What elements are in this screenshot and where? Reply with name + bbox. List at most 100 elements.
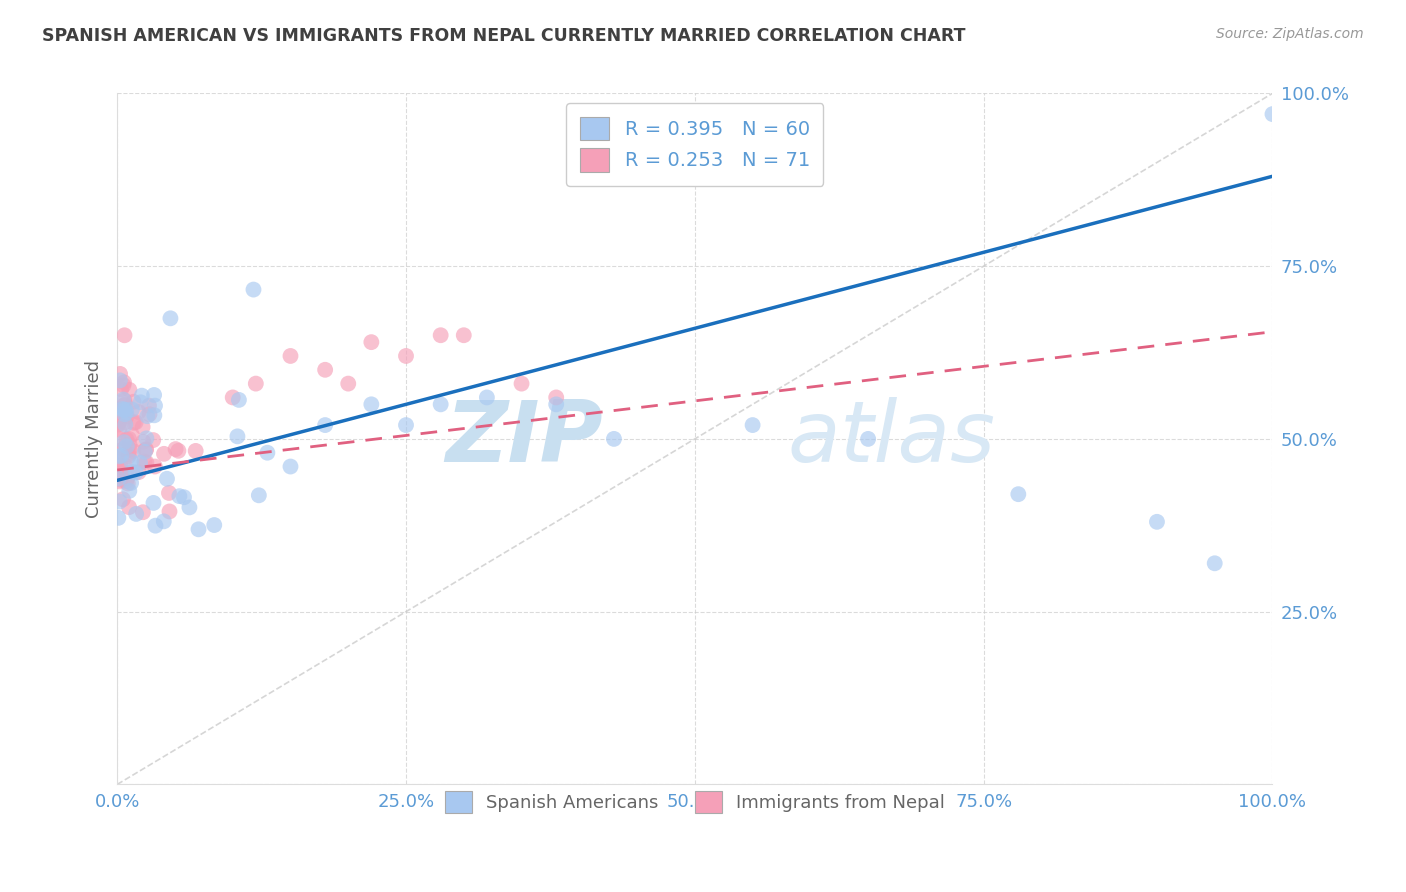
Point	[132, 434, 155, 449]
Point	[245, 376, 267, 391]
Point	[228, 392, 250, 407]
Point	[114, 407, 136, 421]
Point	[112, 403, 135, 417]
Point	[111, 402, 134, 417]
Point	[107, 444, 129, 458]
Point	[115, 433, 138, 447]
Point	[125, 507, 148, 521]
Point	[142, 433, 165, 447]
Point	[121, 428, 143, 442]
Point	[1204, 556, 1226, 570]
Point	[112, 399, 135, 413]
Point	[145, 518, 167, 533]
Point	[108, 367, 131, 381]
Point	[429, 397, 451, 411]
Point	[108, 450, 131, 464]
Point	[184, 444, 207, 458]
Point	[107, 472, 129, 486]
Point	[108, 475, 131, 489]
Point	[157, 486, 180, 500]
Point	[128, 465, 150, 479]
Point	[134, 454, 156, 468]
Point	[453, 328, 475, 343]
Point	[114, 415, 136, 429]
Point	[121, 465, 143, 479]
Point	[360, 397, 382, 411]
Point	[112, 378, 135, 392]
Point	[510, 376, 533, 391]
Point	[280, 459, 302, 474]
Point	[118, 442, 141, 457]
Point	[138, 407, 160, 421]
Point	[114, 328, 136, 343]
Text: atlas: atlas	[787, 398, 995, 481]
Point	[107, 432, 129, 446]
Point	[110, 382, 132, 396]
Point	[112, 435, 135, 450]
Point	[124, 466, 146, 480]
Point	[143, 409, 166, 423]
Point	[135, 455, 157, 469]
Point	[110, 467, 132, 481]
Point	[135, 442, 157, 457]
Point	[107, 417, 129, 432]
Point	[118, 500, 141, 515]
Point	[115, 439, 138, 453]
Point	[110, 473, 132, 487]
Point	[118, 437, 141, 451]
Point	[112, 392, 135, 407]
Point	[741, 418, 763, 433]
Point	[256, 446, 278, 460]
Point	[475, 391, 498, 405]
Point	[247, 488, 270, 502]
Point	[110, 449, 132, 463]
Point	[135, 442, 157, 457]
Point	[143, 399, 166, 413]
Point	[135, 431, 157, 445]
Point	[429, 328, 451, 343]
Point	[107, 402, 129, 417]
Point	[114, 398, 136, 412]
Point	[114, 417, 136, 432]
Point	[222, 391, 245, 405]
Point	[120, 475, 142, 490]
Legend: Spanish Americans, Immigrants from Nepal: Spanish Americans, Immigrants from Nepal	[434, 780, 956, 824]
Point	[159, 311, 181, 326]
Point	[546, 391, 568, 405]
Point	[143, 388, 166, 402]
Point	[314, 363, 336, 377]
Point	[167, 443, 190, 458]
Point	[143, 459, 166, 474]
Point	[131, 389, 153, 403]
Point	[115, 405, 138, 419]
Point	[110, 463, 132, 477]
Point	[108, 423, 131, 437]
Point	[156, 472, 179, 486]
Point	[111, 492, 134, 507]
Point	[115, 409, 138, 424]
Point	[165, 442, 187, 456]
Point	[118, 483, 141, 498]
Point	[117, 470, 139, 484]
Point	[112, 376, 135, 390]
Point	[121, 402, 143, 417]
Point	[179, 500, 201, 515]
Point	[107, 416, 129, 430]
Point	[114, 458, 136, 473]
Point	[129, 395, 152, 409]
Point	[131, 420, 153, 434]
Point	[395, 349, 418, 363]
Point	[159, 504, 181, 518]
Point	[117, 447, 139, 461]
Text: SPANISH AMERICAN VS IMMIGRANTS FROM NEPAL CURRENTLY MARRIED CORRELATION CHART: SPANISH AMERICAN VS IMMIGRANTS FROM NEPA…	[42, 27, 966, 45]
Point	[280, 349, 302, 363]
Point	[856, 432, 879, 446]
Text: Source: ZipAtlas.com: Source: ZipAtlas.com	[1216, 27, 1364, 41]
Point	[118, 383, 141, 397]
Point	[173, 490, 195, 504]
Point	[138, 399, 160, 413]
Point	[118, 432, 141, 446]
Point	[153, 447, 176, 461]
Point	[169, 489, 191, 503]
Point	[134, 444, 156, 458]
